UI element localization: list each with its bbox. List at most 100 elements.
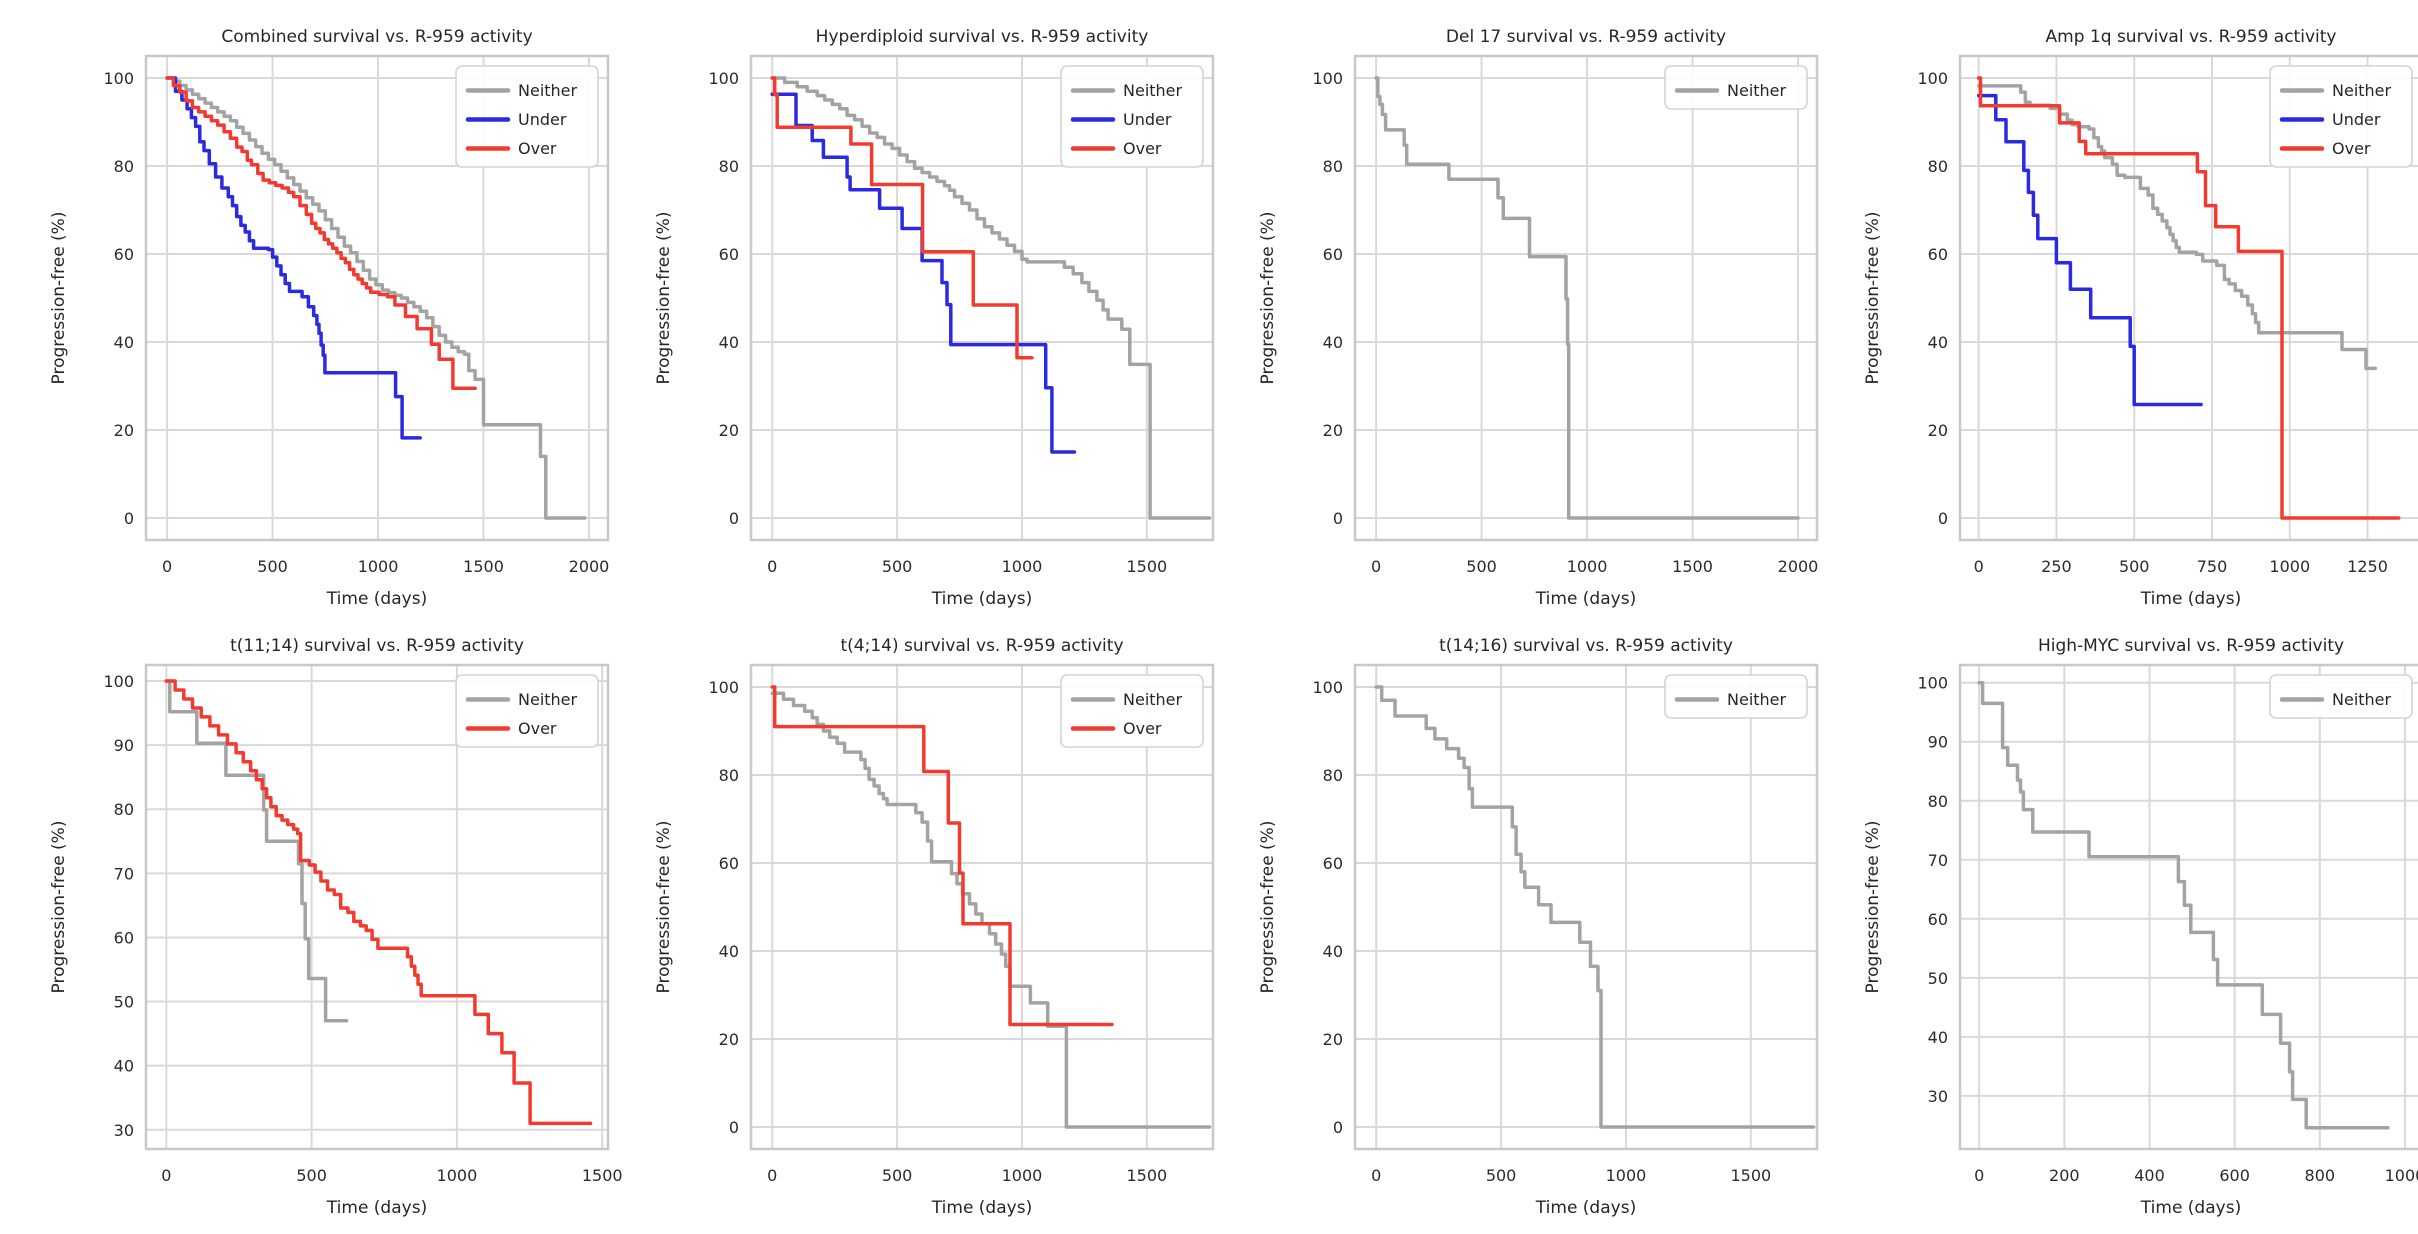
y-tick-label: 0 <box>1333 509 1343 528</box>
y-tick-label: 20 <box>718 421 738 440</box>
y-tick-label: 60 <box>1927 245 1947 264</box>
x-tick-label: 1000 <box>1001 557 1042 576</box>
x-tick-label: 0 <box>1371 557 1381 576</box>
x-tick-label: 0 <box>1974 1166 1984 1185</box>
y-tick-label: 20 <box>114 421 134 440</box>
y-tick-label: 90 <box>1927 733 1947 752</box>
x-tick-label: 1000 <box>1001 1166 1042 1185</box>
y-tick-label: 0 <box>124 509 134 528</box>
y-tick-label: 60 <box>1323 245 1343 264</box>
legend-label-under: Under <box>1123 110 1172 129</box>
y-tick-label: 50 <box>1927 969 1947 988</box>
y-tick-label: 40 <box>718 333 738 352</box>
x-tick-label: 500 <box>257 557 288 576</box>
y-tick-label: 100 <box>103 69 134 88</box>
x-tick-label: 1000 <box>2384 1166 2418 1185</box>
legend-label-neither: Neither <box>1123 81 1183 100</box>
y-tick-label: 100 <box>1312 69 1343 88</box>
chart-title: t(14;16) survival vs. R-959 activity <box>1439 636 1733 656</box>
y-tick-label: 0 <box>1333 1118 1343 1137</box>
y-tick-label: 60 <box>1323 854 1343 873</box>
x-tick-label: 2000 <box>1778 557 1819 576</box>
legend-label-neither: Neither <box>2332 81 2392 100</box>
chart-cell-high-myc: 0200400600800100030405060708090100High-M… <box>1854 625 2418 1234</box>
chart-title: Hyperdiploid survival vs. R-959 activity <box>815 27 1148 47</box>
y-tick-label: 80 <box>718 157 738 176</box>
survival-chart-high-myc: 0200400600800100030405060708090100High-M… <box>1854 625 2418 1234</box>
x-tick-label: 0 <box>161 1166 171 1185</box>
y-tick-label: 100 <box>708 69 739 88</box>
x-axis-label: Time (days) <box>1535 589 1636 609</box>
y-tick-label: 0 <box>728 1118 738 1137</box>
y-tick-label: 50 <box>114 993 134 1012</box>
y-tick-label: 80 <box>1927 792 1947 811</box>
y-tick-label: 80 <box>718 766 738 785</box>
y-tick-label: 40 <box>1323 942 1343 961</box>
x-axis-label: Time (days) <box>326 1198 427 1218</box>
survival-chart-hyperdiploid: 0 500 1000 1500 0 20 40 60 80 100 Hyperdiploid sur… <box>645 16 1250 625</box>
x-tick-label: 1500 <box>1126 1166 1167 1185</box>
x-tick-label: 0 <box>1973 557 1983 576</box>
y-tick-label: 60 <box>114 928 134 947</box>
y-tick-label: 60 <box>718 854 738 873</box>
y-tick-label: 0 <box>1937 509 1947 528</box>
x-axis-label: Time (days) <box>326 589 427 609</box>
x-tick-label: 500 <box>881 557 912 576</box>
x-tick-label: 1000 <box>2269 557 2310 576</box>
x-tick-label: 750 <box>2196 557 2227 576</box>
y-tick-label: 80 <box>114 800 134 819</box>
x-tick-label: 1500 <box>463 557 504 576</box>
x-tick-label: 0 <box>767 557 777 576</box>
legend-label-over: Over <box>1123 719 1162 738</box>
x-tick-label: 800 <box>2304 1166 2335 1185</box>
x-tick-label: 2000 <box>569 557 610 576</box>
y-tick-label: 20 <box>1323 1030 1343 1049</box>
y-tick-label: 0 <box>728 509 738 528</box>
x-tick-label: 0 <box>767 1166 777 1185</box>
x-tick-label: 1500 <box>1126 557 1167 576</box>
y-tick-label: 70 <box>1927 851 1947 870</box>
x-axis-label: Time (days) <box>930 1198 1031 1218</box>
x-tick-label: 0 <box>162 557 172 576</box>
x-axis-label: Time (days) <box>930 589 1031 609</box>
y-tick-label: 90 <box>114 736 134 755</box>
chart-cell-hyperdiploid: 0 500 1000 1500 0 20 40 60 80 100 Hyperdiploid sur… <box>645 16 1250 625</box>
x-tick-label: 1000 <box>1567 557 1608 576</box>
legend-label-over: Over <box>518 719 557 738</box>
x-tick-label: 400 <box>2134 1166 2165 1185</box>
y-tick-label: 20 <box>1323 421 1343 440</box>
x-tick-label: 250 <box>2041 557 2072 576</box>
y-tick-label: 40 <box>1927 333 1947 352</box>
chart-title: High-MYC survival vs. R-959 activity <box>2037 636 2343 656</box>
y-tick-label: 20 <box>1927 421 1947 440</box>
x-tick-label: 500 <box>1486 1166 1517 1185</box>
x-tick-label: 1000 <box>358 557 399 576</box>
legend-label-over: Over <box>518 139 557 158</box>
x-tick-label: 1000 <box>437 1166 478 1185</box>
y-tick-label: 100 <box>103 672 134 691</box>
y-tick-label: 60 <box>718 245 738 264</box>
x-tick-label: 600 <box>2219 1166 2250 1185</box>
x-tick-label: 1000 <box>1606 1166 1647 1185</box>
legend-label-under: Under <box>2332 110 2381 129</box>
y-tick-label: 30 <box>1927 1087 1947 1106</box>
x-tick-label: 500 <box>1466 557 1497 576</box>
y-tick-label: 40 <box>114 333 134 352</box>
x-tick-label: 200 <box>2049 1166 2080 1185</box>
x-tick-label: 1500 <box>1672 557 1713 576</box>
y-tick-label: 100 <box>708 678 739 697</box>
y-tick-label: 40 <box>1927 1028 1947 1047</box>
y-axis-label: Progression-free (%) <box>1258 212 1278 385</box>
y-tick-label: 80 <box>114 157 134 176</box>
y-axis-label: Progression-free (%) <box>654 212 674 385</box>
chart-title: t(11;14) survival vs. R-959 activity <box>230 636 524 656</box>
legend-label-neither: Neither <box>1727 690 1787 709</box>
